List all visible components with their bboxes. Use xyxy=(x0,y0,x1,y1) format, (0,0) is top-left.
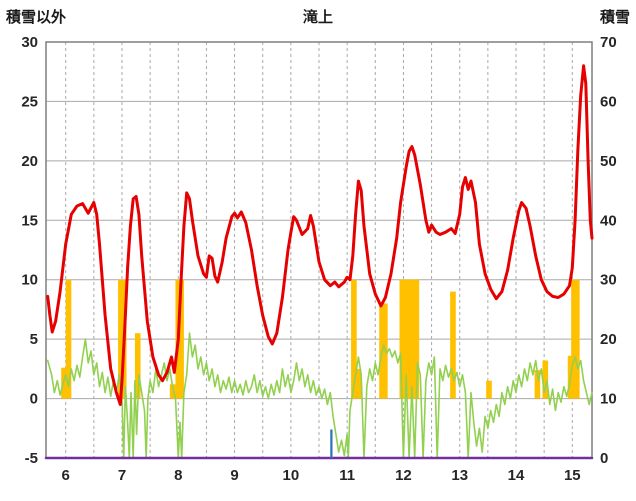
left-axis-labels: -5 0 5 10 15 20 25 30 xyxy=(21,34,38,467)
svg-text:8: 8 xyxy=(174,467,182,484)
svg-text:10: 10 xyxy=(283,467,300,484)
svg-text:12: 12 xyxy=(395,467,412,484)
svg-text:25: 25 xyxy=(21,93,38,110)
svg-text:15: 15 xyxy=(21,212,38,229)
svg-text:40: 40 xyxy=(600,212,617,229)
svg-text:9: 9 xyxy=(230,467,238,484)
right-axis-title: 積雪 xyxy=(599,8,630,26)
svg-text:15: 15 xyxy=(564,467,581,484)
svg-text:7: 7 xyxy=(118,467,126,484)
svg-text:0: 0 xyxy=(30,391,38,408)
left-axis-title: 積雪以外 xyxy=(6,8,67,26)
svg-text:60: 60 xyxy=(600,93,617,110)
svg-text:20: 20 xyxy=(21,153,38,170)
svg-text:5: 5 xyxy=(30,331,38,348)
svg-text:6: 6 xyxy=(62,467,70,484)
svg-text:-5: -5 xyxy=(25,450,38,467)
svg-text:11: 11 xyxy=(339,467,355,484)
chart-plot-area: -5 0 5 10 15 20 25 30 0 10 20 30 40 50 60 70 6 7 8 9 10 11 12 1… xyxy=(21,34,617,484)
svg-text:10: 10 xyxy=(21,272,38,289)
series-temperature xyxy=(46,64,594,406)
svg-text:30: 30 xyxy=(600,272,617,289)
x-axis-labels: 6 7 8 9 10 11 12 13 14 15 xyxy=(62,467,581,484)
svg-text:14: 14 xyxy=(508,467,525,484)
svg-text:20: 20 xyxy=(600,331,617,348)
right-axis-labels: 0 10 20 30 40 50 60 70 xyxy=(600,34,617,467)
svg-text:70: 70 xyxy=(600,34,617,51)
svg-text:50: 50 xyxy=(600,153,617,170)
svg-text:0: 0 xyxy=(600,450,608,467)
chart-title: 滝上 xyxy=(302,8,333,26)
svg-text:30: 30 xyxy=(21,34,38,51)
svg-text:13: 13 xyxy=(451,467,468,484)
series-precipitation xyxy=(330,429,333,458)
svg-text:10: 10 xyxy=(600,391,617,408)
chart-header: 積雪以外 滝上 積雪 xyxy=(0,0,636,30)
series-wind xyxy=(46,332,593,459)
